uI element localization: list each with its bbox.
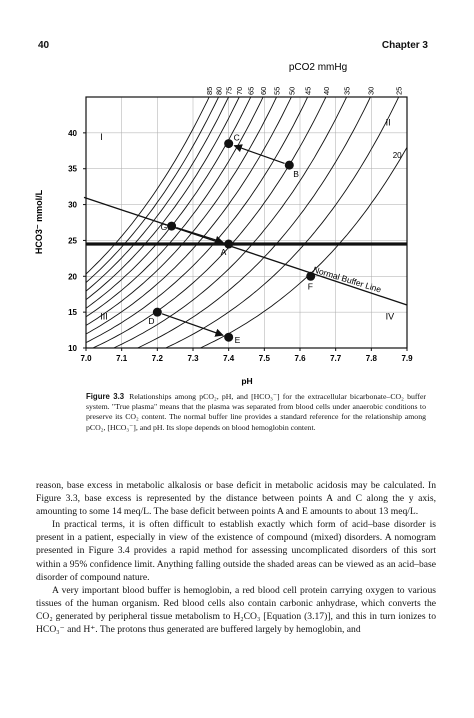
arrow-B-C — [233, 144, 285, 165]
isobar-45 — [86, 97, 309, 344]
point-label-B: B — [293, 169, 299, 179]
point-C — [224, 139, 234, 149]
buffer-line-label: Normal Buffer Line — [312, 264, 383, 294]
caption-text: Relationships among pCO₂, pH, and [HCO₃⁻… — [86, 392, 426, 432]
region-1: I — [100, 132, 103, 142]
paragraph-2: In practical terms, it is often difficul… — [36, 519, 436, 583]
isobar-25 — [164, 97, 400, 348]
region-2: II — [386, 118, 391, 128]
x-tick-label: 7.7 — [330, 354, 342, 363]
y-tick-label: 20 — [68, 272, 77, 281]
pco2-tick-labels: 85 80 75 70 65 60 55 50 45 40 35 30 25 — [205, 87, 404, 95]
point-D — [152, 307, 162, 317]
point-label-F: F — [308, 281, 313, 291]
isobar-70 — [86, 97, 240, 301]
y-tick-label: 30 — [68, 201, 77, 210]
isobar-60 — [86, 97, 264, 318]
pco2-label-85: 85 — [205, 87, 214, 95]
pco2-label-50: 50 — [287, 87, 296, 95]
x-tick-label: 7.5 — [259, 354, 271, 363]
isobar-40 — [91, 97, 327, 348]
point-F — [306, 271, 316, 281]
isobar-65 — [86, 97, 252, 309]
pco2-label-80: 80 — [215, 87, 224, 95]
figure-caption: Figure 3.3 Relationships among pCO₂, pH, … — [86, 392, 426, 433]
isobar-80 — [86, 97, 220, 284]
x-tick-label: 7.1 — [116, 354, 128, 363]
isobar-30 — [136, 97, 371, 348]
point-G — [167, 221, 177, 231]
point-label-C: C — [234, 133, 240, 143]
point-label-E: E — [235, 335, 241, 345]
y-tick-label: 40 — [68, 129, 77, 138]
y-tick-label: 15 — [68, 308, 77, 317]
x-tick-label: 7.3 — [187, 354, 199, 363]
arrow-D-E — [161, 313, 224, 337]
transition-arrows — [161, 144, 285, 337]
x-tick-label: 7.0 — [80, 354, 92, 363]
isobar-85 — [86, 97, 210, 275]
y-tick-label: 35 — [68, 165, 77, 174]
pco2-label-45: 45 — [304, 87, 313, 95]
region-3: III — [100, 311, 108, 321]
y-tick-label: 25 — [68, 236, 77, 245]
pco2-label-25: 25 — [395, 87, 404, 95]
acid-base-nomogram: pCO2 mmHg 85 80 75 70 65 60 55 50 45 40 35 30 25 Nor… — [34, 62, 413, 386]
region-4: IV — [386, 311, 395, 321]
chapter-title: Chapter 3 — [381, 40, 428, 51]
isobar-20-label: 20 — [393, 151, 402, 160]
isobar-50 — [86, 97, 292, 335]
point-A — [224, 239, 234, 249]
x-axis-title: pH — [241, 376, 252, 386]
pco2-label-40: 40 — [322, 87, 331, 95]
arrow-G-A — [176, 227, 224, 244]
paragraph-3: A very important blood buffer is hemoglo… — [36, 584, 436, 636]
y-tick-label: 10 — [68, 344, 77, 353]
x-tick-label: 7.8 — [366, 354, 378, 363]
buffer-line — [83, 196, 408, 306]
y-axis-title: HCO3⁻ mmol/L — [34, 189, 44, 254]
point-E — [224, 332, 234, 342]
pco2-label-70: 70 — [235, 87, 244, 95]
paragraph-1: reason, base excess in metabolic alkalos… — [36, 480, 436, 518]
point-label-A: A — [221, 247, 227, 257]
plot-frame — [85, 96, 408, 349]
y-axis-ticks: 10 15 20 25 30 35 40 — [68, 129, 86, 353]
pco2-label-30: 30 — [367, 87, 376, 95]
x-tick-label: 7.6 — [294, 354, 306, 363]
x-tick-label: 7.2 — [152, 354, 164, 363]
isobar-75 — [86, 97, 230, 292]
pco2-label-65: 65 — [247, 87, 256, 95]
x-tick-label: 7.4 — [223, 354, 235, 363]
page-number: 40 — [38, 40, 50, 51]
data-points: A B C D E F G — [148, 133, 316, 345]
pco2-label-55: 55 — [273, 87, 282, 95]
pco2-axis-title: pCO2 mmHg — [289, 62, 347, 73]
figure-label: Figure 3.3 — [86, 392, 125, 401]
normal-bicarbonate-line — [86, 242, 407, 246]
x-tick-label: 7.9 — [401, 354, 413, 363]
point-label-D: D — [148, 316, 154, 326]
point-B — [284, 160, 294, 170]
pco2-label-60: 60 — [259, 87, 268, 95]
isobar-20 — [199, 146, 407, 348]
point-label-G: G — [161, 222, 168, 232]
x-axis-ticks: 7.0 7.1 7.2 7.3 7.4 7.5 7.6 7.7 7.8 7.9 — [80, 348, 413, 363]
body-text: reason, base excess in metabolic alkalos… — [36, 479, 436, 636]
pco2-label-35: 35 — [343, 87, 352, 95]
grid — [85, 96, 408, 349]
pco2-label-75: 75 — [225, 87, 234, 95]
pco2-isobars — [86, 97, 407, 348]
normal-hco3-band — [86, 242, 407, 246]
normal-buffer-line: Normal Buffer Line — [83, 196, 408, 306]
isobar-35 — [112, 97, 348, 348]
